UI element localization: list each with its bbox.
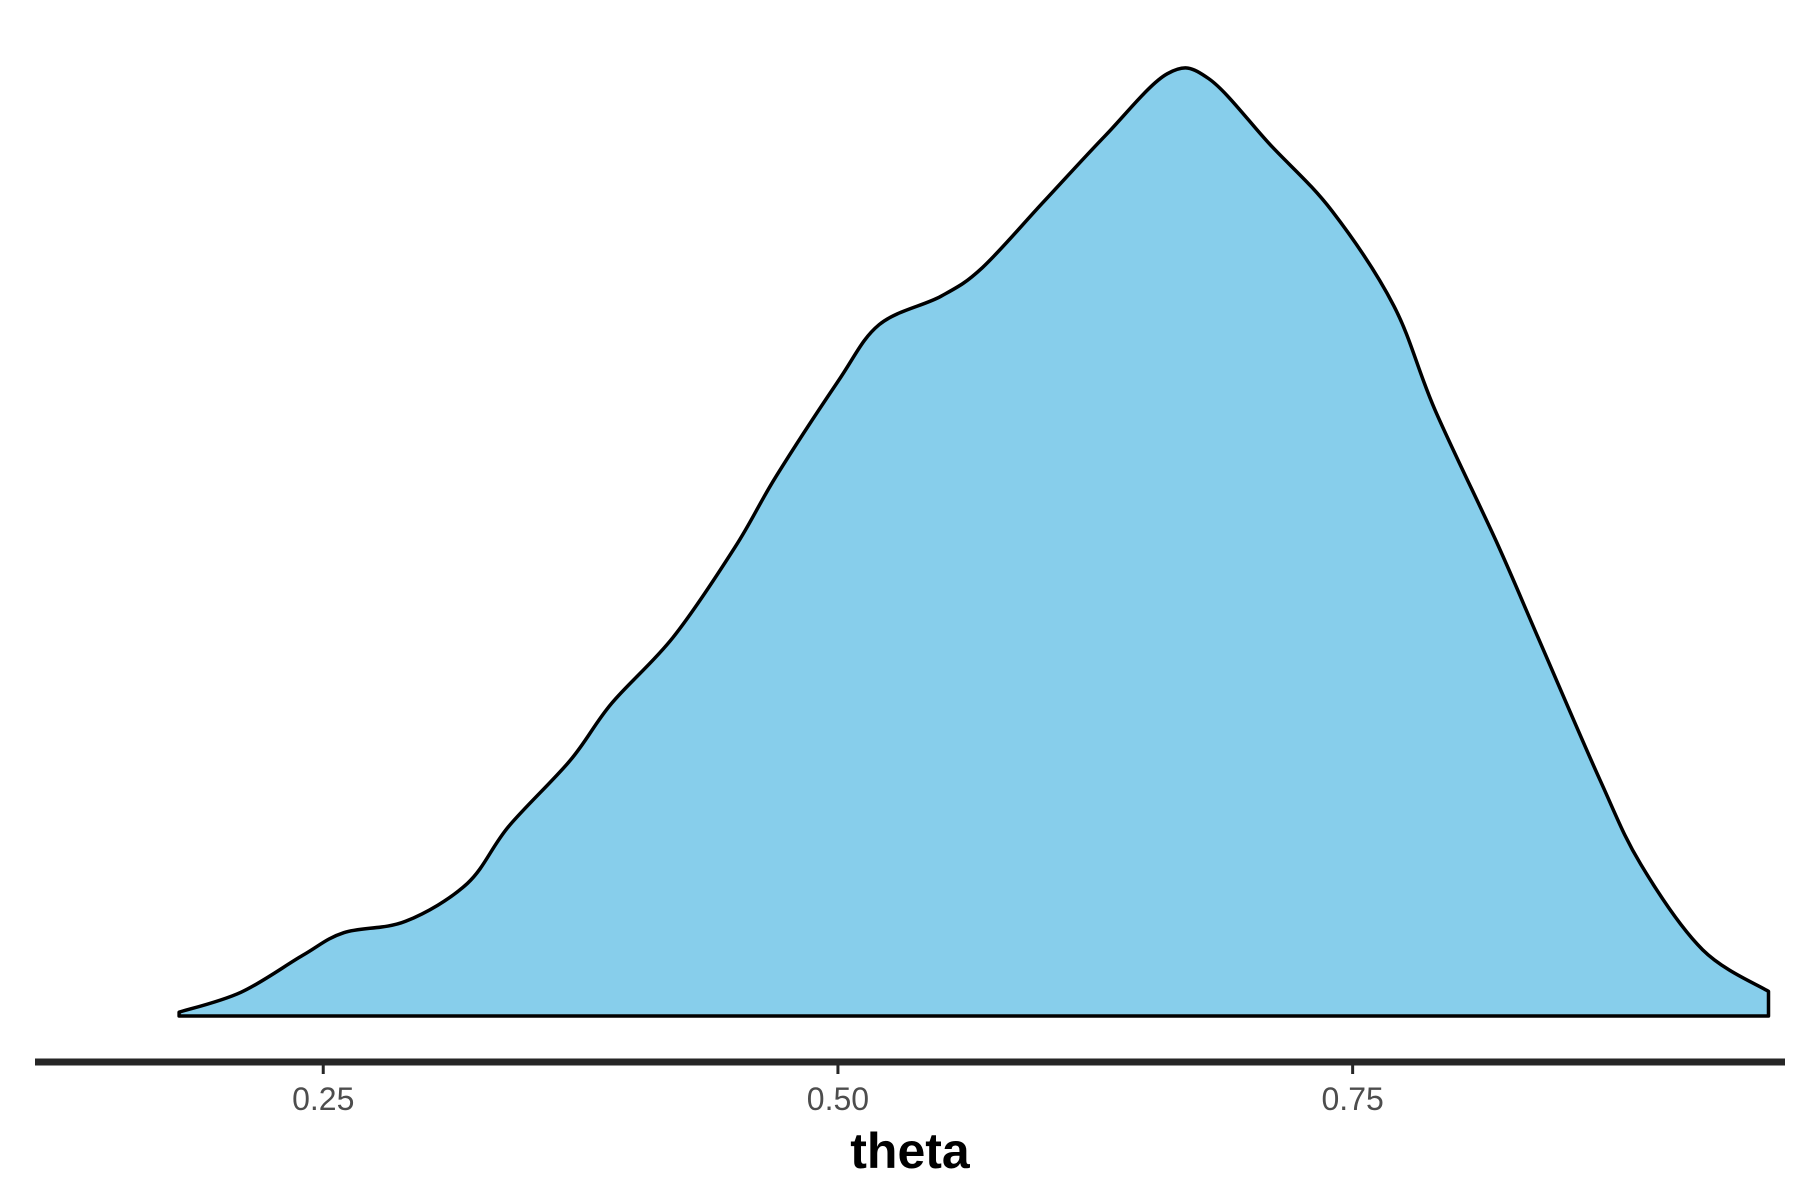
plot-area xyxy=(177,66,1771,1018)
x-axis-ticks: 0.25 0.50 0.75 xyxy=(292,1062,1384,1117)
x-tick-label: 0.25 xyxy=(292,1081,354,1117)
x-tick-label: 0.75 xyxy=(1322,1081,1384,1117)
density-area-0 xyxy=(177,66,1771,1018)
x-tick-label: 0.50 xyxy=(807,1081,869,1117)
x-axis-title: theta xyxy=(850,1123,971,1179)
